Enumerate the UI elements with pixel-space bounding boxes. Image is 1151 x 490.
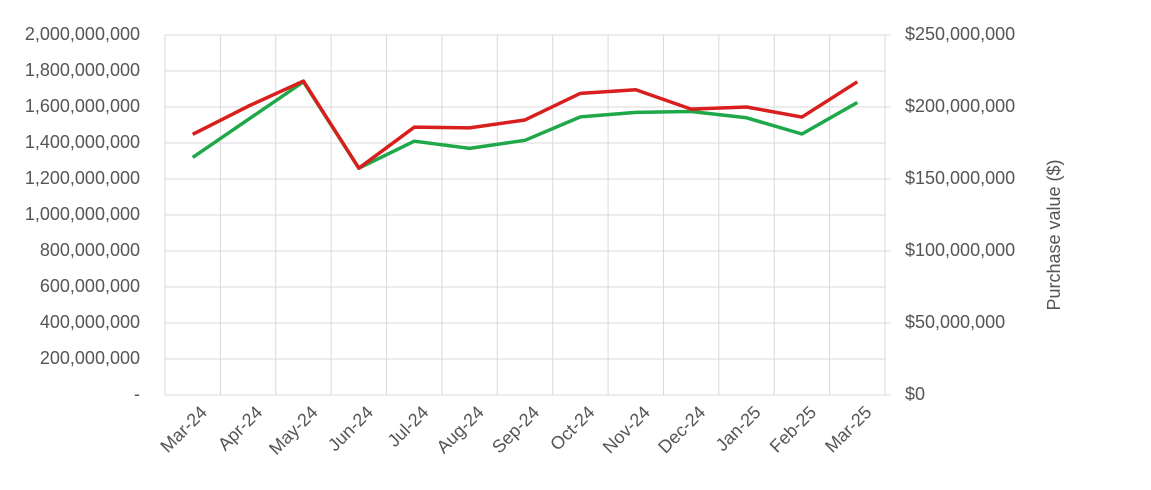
y-tick-label: 1,600,000,000: [25, 96, 140, 116]
y-tick-label: 1,000,000,000: [25, 204, 140, 224]
y-tick-label: -: [134, 384, 140, 404]
x-tick-label: Jun-24: [324, 402, 377, 455]
x-tick-label: Sep-24: [488, 402, 543, 457]
x-tick-label: Nov-24: [599, 402, 654, 457]
x-tick-label: Dec-24: [654, 402, 709, 457]
x-tick-label: Feb-25: [766, 402, 820, 456]
y2-tick-label: $100,000,000: [905, 240, 1015, 260]
x-tick-label: May-24: [265, 402, 322, 459]
y-tick-label: 2,000,000,000: [25, 24, 140, 44]
x-tick-label: Apr-24: [214, 402, 266, 454]
series-line: [191, 79, 859, 170]
y-tick-label: 1,400,000,000: [25, 132, 140, 152]
y2-tick-label: $250,000,000: [905, 24, 1015, 44]
y2-axis-label: Purchase value ($): [1044, 159, 1064, 310]
y2-tick-label: $0: [905, 384, 925, 404]
y-tick-label: 200,000,000: [40, 348, 140, 368]
y2-tick-label: $50,000,000: [905, 312, 1005, 332]
series-line: [191, 80, 859, 170]
x-tick-label: Mar-25: [821, 402, 875, 456]
x-tick-label: Aug-24: [433, 402, 488, 457]
y-tick-label: 600,000,000: [40, 276, 140, 296]
x-tick-label: Jul-24: [384, 402, 433, 451]
y-tick-label: 1,200,000,000: [25, 168, 140, 188]
x-tick-label: Mar-24: [156, 402, 210, 456]
x-tick-label: Oct-24: [546, 402, 598, 454]
y-tick-label: 400,000,000: [40, 312, 140, 332]
x-tick-label: Jan-25: [712, 402, 765, 455]
y-tick-label: 800,000,000: [40, 240, 140, 260]
y-tick-label: 1,800,000,000: [25, 60, 140, 80]
y2-tick-label: $200,000,000: [905, 96, 1015, 116]
y2-tick-label: $150,000,000: [905, 168, 1015, 188]
